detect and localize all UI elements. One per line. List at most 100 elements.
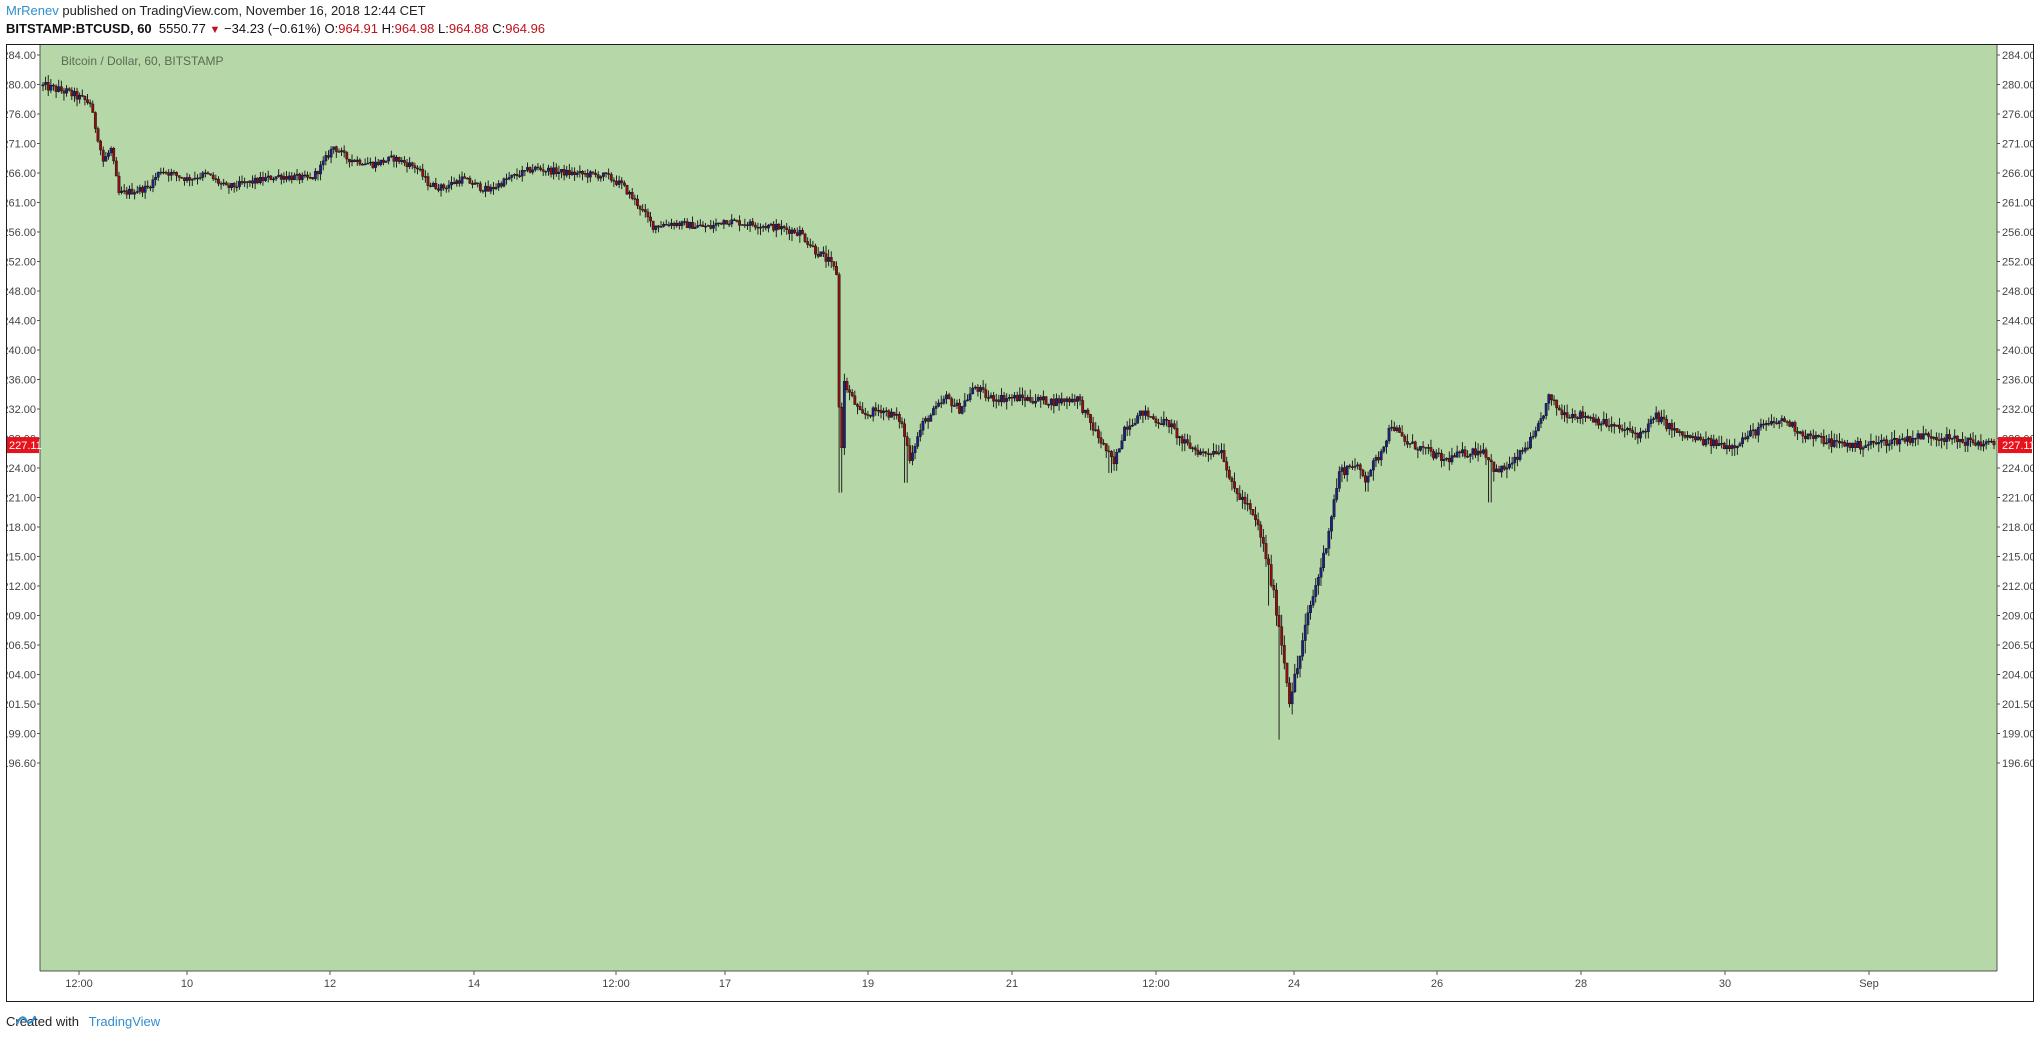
candle-body — [1144, 410, 1147, 416]
candle-body — [604, 172, 608, 174]
tradingview-link[interactable]: TradingView — [88, 1014, 161, 1029]
candle-body — [1337, 471, 1341, 489]
candle-body — [1806, 433, 1810, 440]
candle-body — [1835, 440, 1839, 442]
y-tick-label-left: 204.00 — [7, 670, 36, 682]
candle-body — [248, 180, 252, 183]
candle-body — [680, 221, 684, 226]
candle-body — [371, 161, 375, 168]
candle-body — [1303, 624, 1307, 641]
candle-body — [193, 177, 197, 180]
candle-body — [1481, 449, 1485, 454]
candle-body — [368, 161, 372, 164]
candle-body — [423, 176, 427, 178]
candle-body — [523, 170, 527, 172]
candle-body — [282, 176, 286, 180]
candle-body — [1963, 442, 1967, 446]
candle-body — [772, 223, 776, 231]
candle-body — [714, 223, 718, 226]
candle-body — [117, 175, 121, 193]
candle-body — [1429, 447, 1433, 452]
candle-body — [78, 94, 82, 100]
candle-body — [327, 155, 330, 158]
candle-body — [114, 160, 118, 177]
candle-body — [355, 159, 359, 162]
candle-body — [1754, 429, 1758, 436]
candle-body — [599, 176, 603, 179]
candle-body — [293, 175, 296, 181]
candle-body — [209, 173, 213, 176]
candle-body — [869, 414, 872, 417]
candle-body — [1971, 439, 1975, 444]
candle-body — [1186, 439, 1189, 444]
candle-body — [1154, 418, 1158, 423]
candle-body — [1502, 465, 1506, 470]
candle-body — [1104, 443, 1108, 452]
candle-body — [677, 222, 681, 226]
candle-body — [1680, 431, 1684, 436]
author-link[interactable]: MrRenev — [6, 3, 59, 18]
candle-body — [1628, 428, 1632, 431]
candle-body — [376, 161, 380, 165]
chart-frame[interactable]: 284.00 284.00 280.00 280.00 276.00 276.00 271.… — [6, 44, 2034, 1002]
candle-body — [1311, 596, 1315, 606]
candle-body — [101, 149, 105, 162]
candle-body — [759, 226, 762, 229]
candle-body — [1405, 441, 1409, 445]
candle-body — [217, 178, 220, 184]
candle-body — [1419, 446, 1422, 451]
candle-body — [1882, 439, 1886, 441]
candle-body — [895, 413, 899, 416]
candle-body — [240, 181, 244, 184]
candle-body — [882, 410, 886, 414]
candle-body — [1083, 409, 1087, 413]
y-tick-label-left: 215.00 — [7, 552, 36, 564]
candle-body — [337, 151, 341, 153]
candle-body — [1290, 691, 1294, 705]
candle-body — [1235, 488, 1239, 494]
symbol-info: BITSTAMP:BTCUSD, 60 5550.77 ▼ −34.23 (−0… — [6, 21, 545, 36]
candle-body — [1466, 456, 1470, 458]
candle-body — [141, 187, 144, 193]
candle-body — [1510, 462, 1514, 465]
candle-body — [1879, 440, 1883, 443]
y-tick-label-right: 252.00 — [2002, 257, 2033, 269]
candle-body — [615, 181, 618, 185]
candle-body — [515, 173, 519, 176]
candle-body — [1015, 395, 1019, 402]
candle-body — [753, 224, 757, 228]
candle-body — [311, 177, 315, 180]
candle-body — [1267, 558, 1270, 565]
candle-body — [1793, 422, 1797, 432]
candle-body — [518, 175, 522, 177]
candle-body — [709, 225, 713, 229]
candle-body — [1277, 615, 1281, 627]
candle-body — [279, 174, 283, 180]
candle-body — [1246, 503, 1250, 505]
candle-body — [767, 224, 770, 229]
candle-body — [620, 180, 624, 184]
candle-body — [1840, 441, 1844, 444]
candle-body — [460, 176, 464, 184]
candle-body — [1895, 437, 1899, 445]
candle-body — [1974, 442, 1978, 446]
high-value: 964.98 — [394, 21, 435, 36]
candle-body — [1170, 423, 1174, 428]
candle-body — [1872, 441, 1875, 443]
candle-body — [918, 430, 922, 437]
candle-body — [347, 158, 351, 163]
candle-body — [1869, 441, 1873, 445]
candle-body — [1474, 448, 1477, 456]
candle-body — [264, 177, 267, 181]
candle-body — [814, 245, 817, 255]
candle-body — [1581, 411, 1585, 418]
x-tick-label: 12 — [324, 978, 336, 990]
candle-body — [1893, 437, 1896, 440]
candle-body — [1282, 645, 1286, 664]
candle-body — [1356, 464, 1360, 467]
y-tick-label-right: 232.00 — [2002, 404, 2033, 416]
price-chart[interactable]: 284.00 284.00 280.00 280.00 276.00 276.00 271.… — [7, 45, 2033, 1001]
candle-body — [1319, 567, 1323, 578]
candle-body — [1324, 548, 1328, 554]
candle-body — [547, 167, 550, 172]
